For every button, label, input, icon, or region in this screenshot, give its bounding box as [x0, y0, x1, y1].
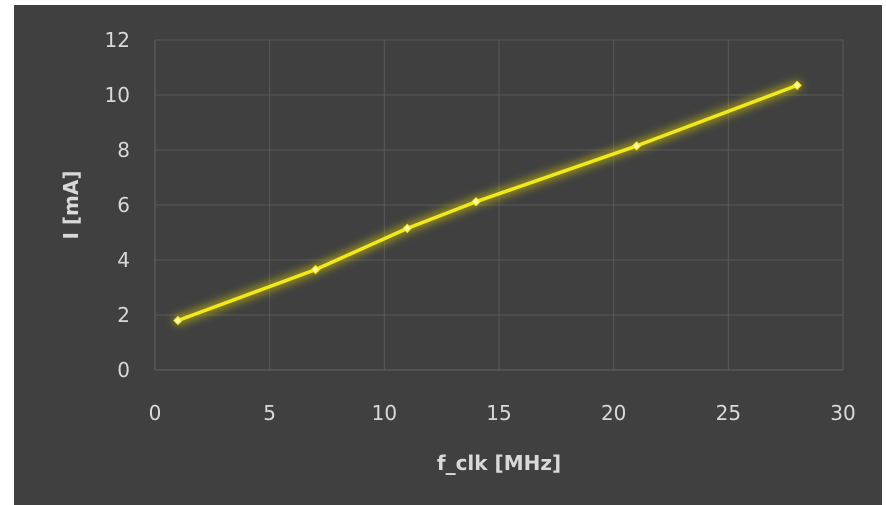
y-tick-labels: 0 2 4 6 8 10 12: [105, 28, 130, 382]
series-line-path: [176, 83, 799, 323]
y-tick-label: 8: [117, 138, 130, 162]
data-point-marker: [173, 315, 183, 326]
x-tick-labels: 0 5 10 15 20 25 30: [149, 401, 856, 425]
x-tick-label: 0: [149, 401, 162, 425]
y-tick-label: 12: [105, 28, 130, 52]
chart-area: [14, 5, 882, 505]
y-tick-label: 6: [117, 193, 130, 217]
data-point-marker: [402, 223, 412, 234]
axes: [154, 40, 843, 371]
data-point-marker: [471, 196, 481, 207]
data-point-marker: [310, 264, 321, 275]
x-tick-label: 30: [830, 401, 855, 425]
y-tick-label: 10: [105, 83, 130, 107]
y-axis-title: I [mA]: [59, 170, 83, 239]
x-tick-label: 25: [716, 401, 741, 425]
data-point-marker: [792, 80, 802, 91]
y-tick-label: 2: [117, 303, 130, 327]
x-tick-label: 5: [263, 401, 276, 425]
x-tick-label: 20: [601, 401, 626, 425]
data-point-marker: [631, 141, 642, 151]
x-tick-label: 15: [486, 401, 511, 425]
y-tick-label: 0: [117, 358, 130, 382]
x-axis-title: f_clk [MHz]: [437, 451, 561, 475]
y-tick-label: 4: [117, 248, 130, 272]
grid-lines: [155, 39, 844, 370]
x-tick-label: 10: [372, 401, 397, 425]
series-line: [172, 80, 803, 326]
data-points: [173, 80, 802, 326]
